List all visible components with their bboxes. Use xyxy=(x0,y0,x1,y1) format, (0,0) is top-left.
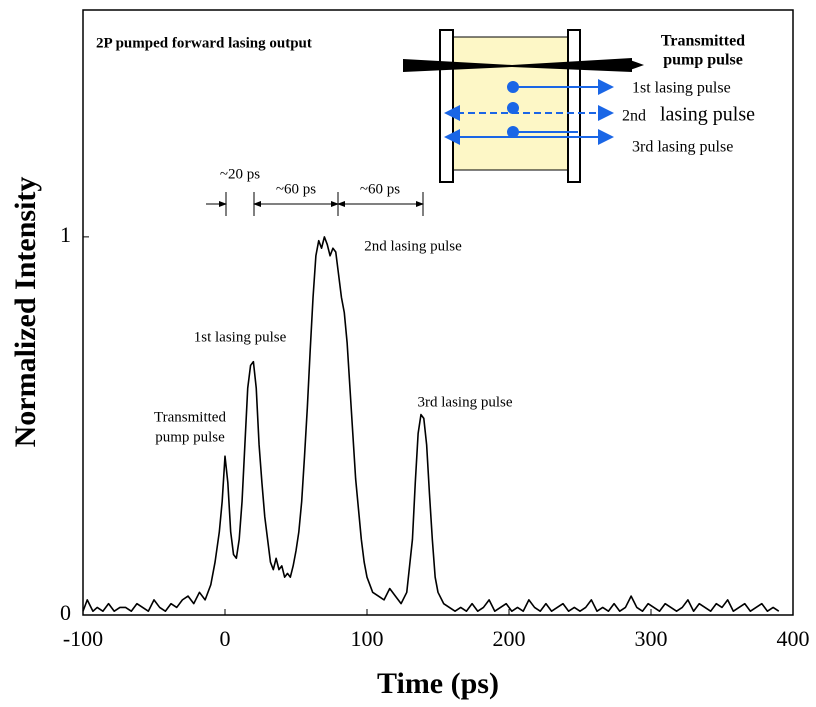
inset-diagram xyxy=(403,29,644,183)
plot-frame xyxy=(82,9,794,616)
y-axis-title: Normalized Intensity xyxy=(9,177,42,448)
annotation: pump pulse xyxy=(155,429,225,445)
x-tick-label: 300 xyxy=(635,626,668,651)
x-tick-label: -100 xyxy=(63,626,103,651)
annotation: 3rd lasing pulse xyxy=(418,394,513,410)
x-tick-label: 200 xyxy=(493,626,526,651)
annotation: 1st lasing pulse xyxy=(194,329,287,345)
inset-label: 2nd xyxy=(622,108,646,125)
inset-label: 1st lasing pulse xyxy=(632,80,731,97)
x-tick-label: 0 xyxy=(220,626,231,651)
inset-label: pump pulse xyxy=(663,52,743,69)
annotation: 2P pumped forward lasing output xyxy=(96,35,312,51)
interval-label: ~60 ps xyxy=(360,181,400,197)
inset-label: lasing pulse xyxy=(660,104,755,126)
interval-label: ~60 ps xyxy=(276,181,316,197)
x-tick-label: 400 xyxy=(777,626,810,651)
y-tick-label: 1 xyxy=(60,222,71,247)
inset-label: 3rd lasing pulse xyxy=(632,139,733,156)
interval-label: ~20 ps xyxy=(220,166,260,182)
x-tick-label: 100 xyxy=(351,626,384,651)
y-tick-label: 0 xyxy=(60,600,71,625)
data-line xyxy=(82,236,780,613)
inset-label: Transmitted xyxy=(661,33,745,50)
x-axis-title: Time (ps) xyxy=(377,667,499,700)
annotation: Transmitted xyxy=(154,409,226,425)
interval-markers xyxy=(206,192,424,216)
annotation: 2nd lasing pulse xyxy=(364,238,462,254)
